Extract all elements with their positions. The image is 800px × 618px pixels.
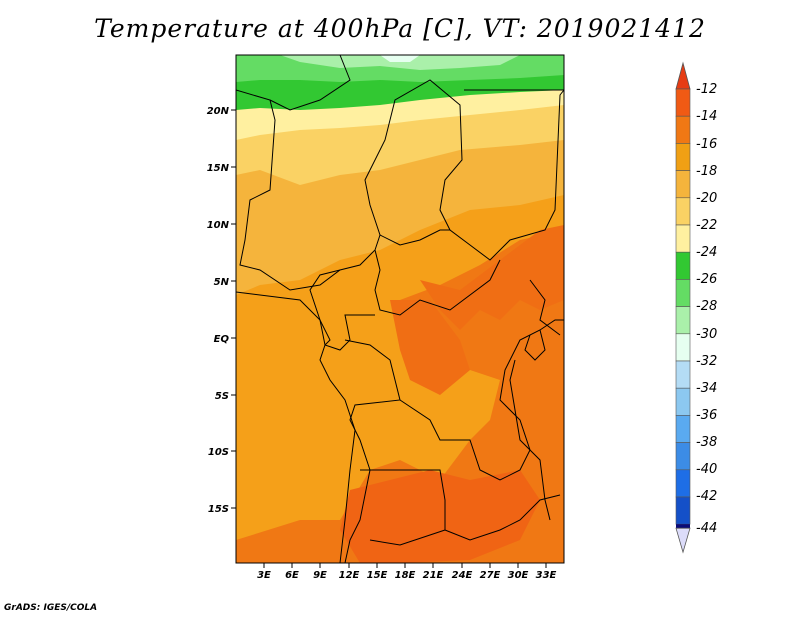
lon-label: 30E: [508, 570, 529, 581]
colorbar-swatch: [675, 469, 691, 498]
colorbar-label: -22: [696, 218, 717, 233]
colorbar-bottom-arrow: [675, 527, 691, 554]
colorbar-label: -12: [696, 82, 717, 97]
colorbar-swatch: [675, 306, 691, 335]
colorbar-swatch: [675, 279, 691, 307]
colorbar-label: -28: [696, 299, 717, 314]
colorbar-swatch: [675, 360, 691, 389]
colorbar-swatch: [675, 415, 691, 443]
grads-credit: GrADS: IGES/COLA: [4, 603, 98, 613]
lat-label: EQ: [214, 334, 230, 345]
temperature-field: [236, 55, 564, 563]
colorbar-label: -34: [696, 381, 717, 396]
colorbar-label: -24: [696, 245, 717, 260]
lat-label: 15S: [208, 504, 229, 515]
colorbar-swatch: [675, 197, 691, 226]
lon-label: 15E: [367, 570, 388, 581]
lon-label: 6E: [285, 570, 299, 581]
colorbar-label: -16: [696, 137, 717, 152]
colorbar-swatch: [675, 442, 691, 471]
lat-axis: 20N 15N 10N 5N EQ 5S 10S 15S: [207, 106, 236, 515]
colorbar-swatch: [675, 224, 691, 253]
colorbar-swatch: [675, 143, 691, 171]
colorbar-swatch: [675, 115, 691, 144]
lat-label: 20N: [207, 106, 230, 117]
colorbar-swatch: [675, 387, 691, 416]
colorbar-swatch: [675, 88, 691, 117]
lat-label: 10S: [208, 447, 229, 458]
colorbar-label: -32: [696, 354, 717, 369]
lat-label: 10N: [207, 220, 230, 231]
lon-label: 27E: [480, 570, 501, 581]
colorbar-swatch: [675, 170, 691, 199]
colorbar-label: -38: [696, 435, 717, 450]
country-borders: [236, 55, 564, 563]
lat-label: 15N: [207, 163, 230, 174]
lon-axis: 3E 6E 9E 12E 15E 18E 21E 24E 27E 30E 33E: [257, 563, 557, 581]
colorbar-label: -18: [696, 164, 717, 179]
colorbar-label: -14: [696, 109, 717, 124]
colorbar-label: -26: [696, 272, 717, 287]
colorbar-label: -44: [696, 521, 717, 536]
colorbar-top-arrow: [675, 61, 691, 90]
lon-label: 18E: [395, 570, 416, 581]
colorbar-label: -30: [696, 327, 717, 342]
lon-label: 21E: [423, 570, 444, 581]
colorbar-swatch: [676, 524, 690, 529]
colorbar-swatch: [675, 333, 691, 362]
colorbar-label: -36: [696, 408, 717, 423]
colorbar-label: -42: [696, 489, 717, 504]
colorbar: [675, 61, 691, 554]
colorbar-swatch: [675, 251, 691, 280]
lon-label: 12E: [339, 570, 360, 581]
map-frame: [235, 54, 565, 564]
lat-label: 5S: [215, 391, 229, 402]
map-title: Temperature at 400hPa [C], VT: 201902141…: [94, 14, 706, 43]
colorbar-label: -20: [696, 191, 717, 206]
lon-label: 3E: [257, 570, 271, 581]
lon-label: 33E: [536, 570, 557, 581]
colorbar-swatch: [675, 496, 691, 525]
map-panel: 20N 15N 10N 5N EQ 5S 10S 15S 3E 6E 9E 12…: [207, 54, 565, 581]
colorbar-labels: -12 -14 -16 -18 -20 -22 -24 -26 -28 -30 …: [696, 82, 717, 536]
lat-label: 5N: [214, 277, 230, 288]
lon-label: 9E: [313, 570, 327, 581]
colorbar-label: -40: [696, 462, 717, 477]
lon-label: 24E: [452, 570, 473, 581]
